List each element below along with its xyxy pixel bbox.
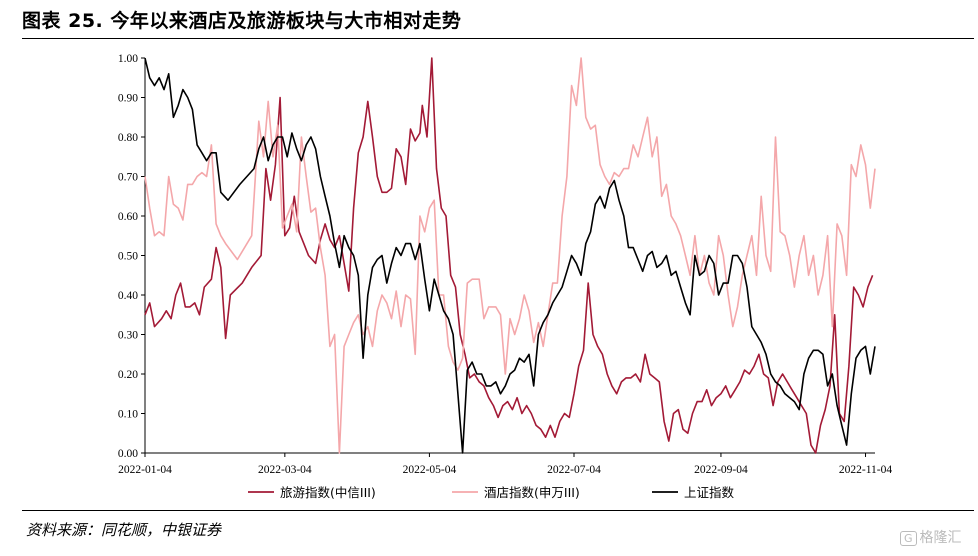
y-tick-label: 0.40 <box>118 290 138 302</box>
y-tick-label: 0.50 <box>118 251 138 263</box>
series-line-0 <box>144 57 874 454</box>
y-tick-label: 1.00 <box>118 53 138 65</box>
x-tick-label: 2022-03-04 <box>258 464 312 476</box>
source-note: 资料来源：同花顺，中银证券 <box>26 521 222 539</box>
legend-label: 旅游指数(中信III) <box>280 485 376 500</box>
y-tick-label: 0.80 <box>118 132 138 144</box>
x-tick-label: 2022-11-04 <box>839 464 892 476</box>
y-tick-label: 0.20 <box>118 369 138 381</box>
page-title: 图表 25. 今年以来酒店及旅游板块与大市相对走势 <box>22 10 462 32</box>
bottom-divider <box>22 510 974 511</box>
x-tick-label: 2022-05-04 <box>403 464 457 476</box>
line-chart: 0.00 0.10 0.20 0.30 0.40 0.50 0.60 0.70 0.80 0.90… <box>118 53 893 500</box>
series-line-2 <box>144 57 876 454</box>
series-line-1 <box>144 57 876 454</box>
y-tick-label: 0.90 <box>118 93 138 105</box>
chart-legend: 旅游指数(中信III) 酒店指数(申万III) 上证指数 <box>248 485 735 500</box>
y-tick-label: 0.60 <box>118 211 138 223</box>
watermark-text: 格隆汇 <box>919 530 962 546</box>
y-tick-label: 0.00 <box>118 448 138 460</box>
watermark: G 格隆汇 <box>900 527 962 547</box>
chart-series <box>144 57 876 454</box>
x-tick-label: 2022-09-04 <box>694 464 748 476</box>
y-tick-label: 0.30 <box>118 330 138 342</box>
x-tick-label: 2022-01-04 <box>118 464 172 476</box>
chart-axes: 0.00 0.10 0.20 0.30 0.40 0.50 0.60 0.70 0.80 0.90… <box>118 53 893 476</box>
watermark-logo-icon: G <box>900 531 917 546</box>
legend-label: 酒店指数(申万III) <box>484 485 580 500</box>
top-divider <box>22 38 974 39</box>
x-tick-label: 2022-07-04 <box>547 464 601 476</box>
legend-label: 上证指数 <box>684 485 735 500</box>
y-tick-label: 0.10 <box>118 409 138 421</box>
y-tick-label: 0.70 <box>118 172 138 184</box>
